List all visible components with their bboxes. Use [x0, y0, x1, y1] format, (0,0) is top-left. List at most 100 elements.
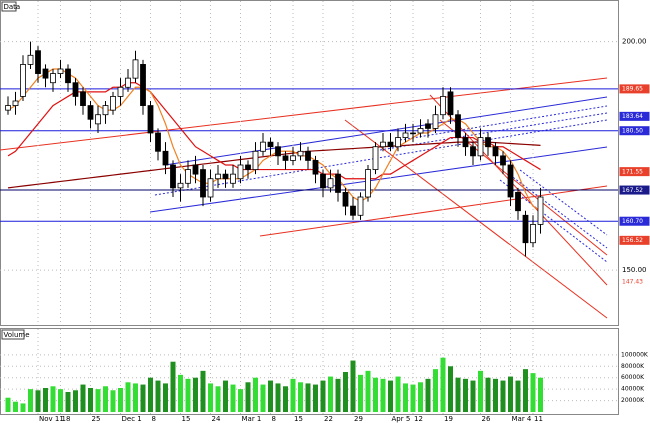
price-marker — [619, 126, 650, 136]
volume-bar — [110, 390, 116, 412]
volume-bar — [140, 384, 146, 412]
volume-bar — [358, 374, 363, 412]
price-marker — [619, 185, 650, 195]
candle-body — [500, 155, 506, 166]
candle-body — [27, 54, 34, 65]
volume-bar — [155, 380, 161, 412]
x-tick-label: 11 — [534, 415, 543, 423]
volume-bar — [485, 377, 491, 412]
volume-bar — [193, 377, 198, 412]
volume-bar — [500, 380, 506, 412]
volume-bar — [275, 383, 281, 412]
moving-average — [7, 141, 541, 189]
price-marker — [619, 84, 650, 94]
candle-body — [170, 164, 176, 189]
volume-bar — [170, 361, 176, 412]
candle-body — [372, 146, 379, 170]
x-tick-label: Mar 4 — [512, 415, 532, 423]
candle-body — [252, 150, 259, 170]
candle-body — [312, 160, 319, 175]
x-tick-label: 22 — [324, 415, 333, 423]
volume-bar — [538, 377, 543, 412]
candle-body — [267, 141, 274, 148]
candle-body — [200, 169, 206, 198]
candle-body — [72, 82, 79, 97]
candle-body — [417, 128, 424, 134]
candle-body — [387, 141, 394, 148]
volume-bar — [320, 380, 326, 412]
x-tick-label: 8 — [152, 415, 156, 423]
candle-body — [260, 141, 266, 152]
price-marker — [619, 216, 650, 226]
candle-body — [222, 173, 229, 180]
volume-bar — [185, 378, 191, 412]
candle-body — [470, 146, 476, 157]
price-marker-label: 167.52 — [622, 187, 643, 194]
candle-body — [162, 150, 169, 166]
candle-body — [515, 192, 521, 212]
volume-bar — [373, 377, 378, 412]
volume-tick-label: 80000K — [621, 363, 645, 370]
candle-body — [140, 64, 146, 106]
y-tick-label: 150.00 — [622, 266, 647, 274]
volume-bar — [440, 357, 446, 412]
volume-bar — [470, 380, 476, 412]
x-tick-label: 25 — [92, 415, 101, 423]
volume-bar — [5, 397, 11, 412]
price-marker-label: 180.50 — [622, 128, 643, 135]
candle-body — [432, 114, 439, 129]
volume-bar — [410, 384, 416, 412]
volume-bar — [508, 376, 513, 412]
x-tick-label: Apr 5 — [392, 415, 411, 423]
candle-body — [155, 132, 161, 152]
price-marker — [620, 277, 649, 286]
candle-body — [117, 86, 124, 97]
x-tick-label: 19 — [444, 415, 453, 423]
chart-title: Data — [4, 3, 21, 11]
price-marker-label: 171.55 — [622, 168, 643, 175]
candle-body — [425, 123, 431, 129]
volume-bar — [260, 384, 266, 412]
candle-body — [12, 100, 19, 106]
trend-line — [509, 174, 608, 249]
candle-body — [230, 173, 236, 184]
volume-bar — [50, 386, 56, 412]
candle-body — [492, 146, 499, 157]
volume-bar — [350, 360, 356, 412]
volume-bar — [238, 389, 243, 412]
x-tick-label: 29 — [354, 415, 363, 423]
volume-bar — [395, 376, 401, 412]
price-marker-label: 147.43 — [622, 279, 643, 286]
candle-body — [402, 132, 409, 138]
candle-body — [147, 105, 154, 134]
volume-bar — [328, 376, 333, 412]
volume-bar — [13, 401, 18, 412]
price-marker — [619, 111, 650, 121]
candle-body — [335, 173, 341, 193]
volume-tick-label: 20000K — [621, 397, 645, 404]
x-tick-label: 15 — [294, 415, 303, 423]
volume-bar — [403, 383, 408, 412]
price-marker-label: 156.52 — [622, 237, 643, 244]
volume-bar — [463, 378, 468, 412]
price-marker — [619, 235, 650, 245]
candle-body — [132, 59, 139, 79]
volume-bar — [425, 378, 431, 412]
x-tick-label: 24 — [212, 415, 221, 423]
candle-body — [5, 105, 11, 111]
trend-line — [149, 146, 608, 213]
candle-body — [530, 224, 536, 244]
volume-bar — [133, 383, 138, 412]
volume-bar — [20, 403, 26, 412]
volume-bar — [283, 386, 288, 412]
volume-bar — [35, 390, 41, 412]
candle-body — [395, 137, 401, 148]
volume-bar — [290, 378, 296, 412]
candle-body — [50, 73, 56, 84]
volume-bar — [493, 378, 498, 412]
candle-body — [185, 169, 191, 184]
y-tick-label: 200.00 — [622, 38, 647, 46]
volume-bar — [418, 382, 423, 412]
candle-body — [65, 68, 71, 84]
candle-body — [522, 214, 529, 244]
